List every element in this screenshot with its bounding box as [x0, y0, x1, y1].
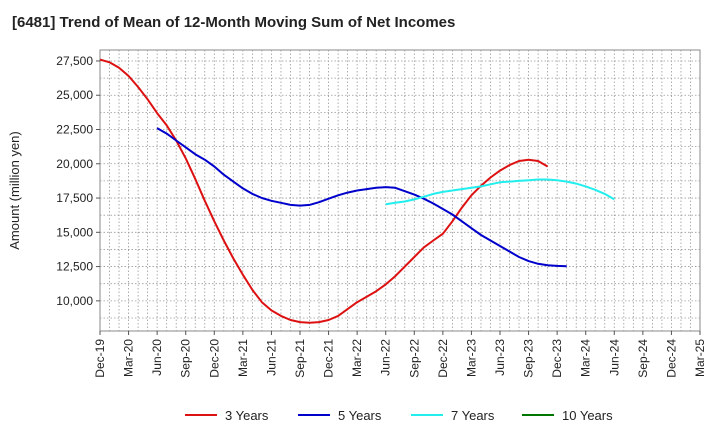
legend-label: 3 Years	[225, 408, 269, 423]
x-tick-label: Mar-25	[693, 339, 707, 377]
y-tick-label: 25,000	[56, 88, 93, 102]
x-tick-label: Mar-20	[122, 339, 136, 377]
x-tick-label: Dec-21	[322, 339, 336, 378]
series-line-3-years	[99, 58, 549, 324]
x-tick-label: Jun-23	[493, 339, 507, 376]
x-tick-label: Mar-24	[579, 339, 593, 377]
legend-label: 5 Years	[338, 408, 382, 423]
legend-label: 10 Years	[562, 408, 613, 423]
y-tick-label: 27,500	[56, 54, 93, 68]
legend-label: 7 Years	[451, 408, 495, 423]
x-tick-label: Dec-22	[436, 339, 450, 378]
x-tick-label: Mar-21	[236, 339, 250, 377]
x-tick-label: Sep-20	[179, 339, 193, 378]
x-tick-label: Dec-24	[664, 339, 678, 378]
series-line-5-years	[156, 127, 567, 268]
x-tick-label: Dec-19	[93, 339, 107, 378]
y-tick-label: 17,500	[56, 191, 93, 205]
series-line-7-years	[385, 178, 615, 206]
chart-title: [6481] Trend of Mean of 12-Month Moving …	[12, 14, 456, 31]
x-tick-label: Mar-22	[350, 339, 364, 377]
x-tick-label: Mar-23	[464, 339, 478, 377]
x-tick-label: Sep-22	[407, 339, 421, 378]
y-tick-label: 20,000	[56, 157, 93, 171]
x-tick-label: Dec-23	[550, 339, 564, 378]
x-tick-label: Dec-20	[207, 339, 221, 378]
y-tick-label: 10,000	[56, 294, 93, 308]
x-tick-label: Sep-24	[636, 339, 650, 378]
y-axis-label: Amount (million yen)	[7, 131, 22, 250]
x-tick-label: Sep-23	[522, 339, 536, 378]
y-tick-label: 15,000	[56, 225, 93, 239]
x-tick-label: Jun-20	[150, 339, 164, 376]
x-tick-label: Jun-24	[607, 339, 621, 376]
y-tick-label: 12,500	[56, 260, 93, 274]
x-tick-label: Sep-21	[293, 339, 307, 378]
x-tick-label: Jun-22	[379, 339, 393, 376]
y-tick-label: 22,500	[56, 123, 93, 137]
x-tick-label: Jun-21	[264, 339, 278, 376]
